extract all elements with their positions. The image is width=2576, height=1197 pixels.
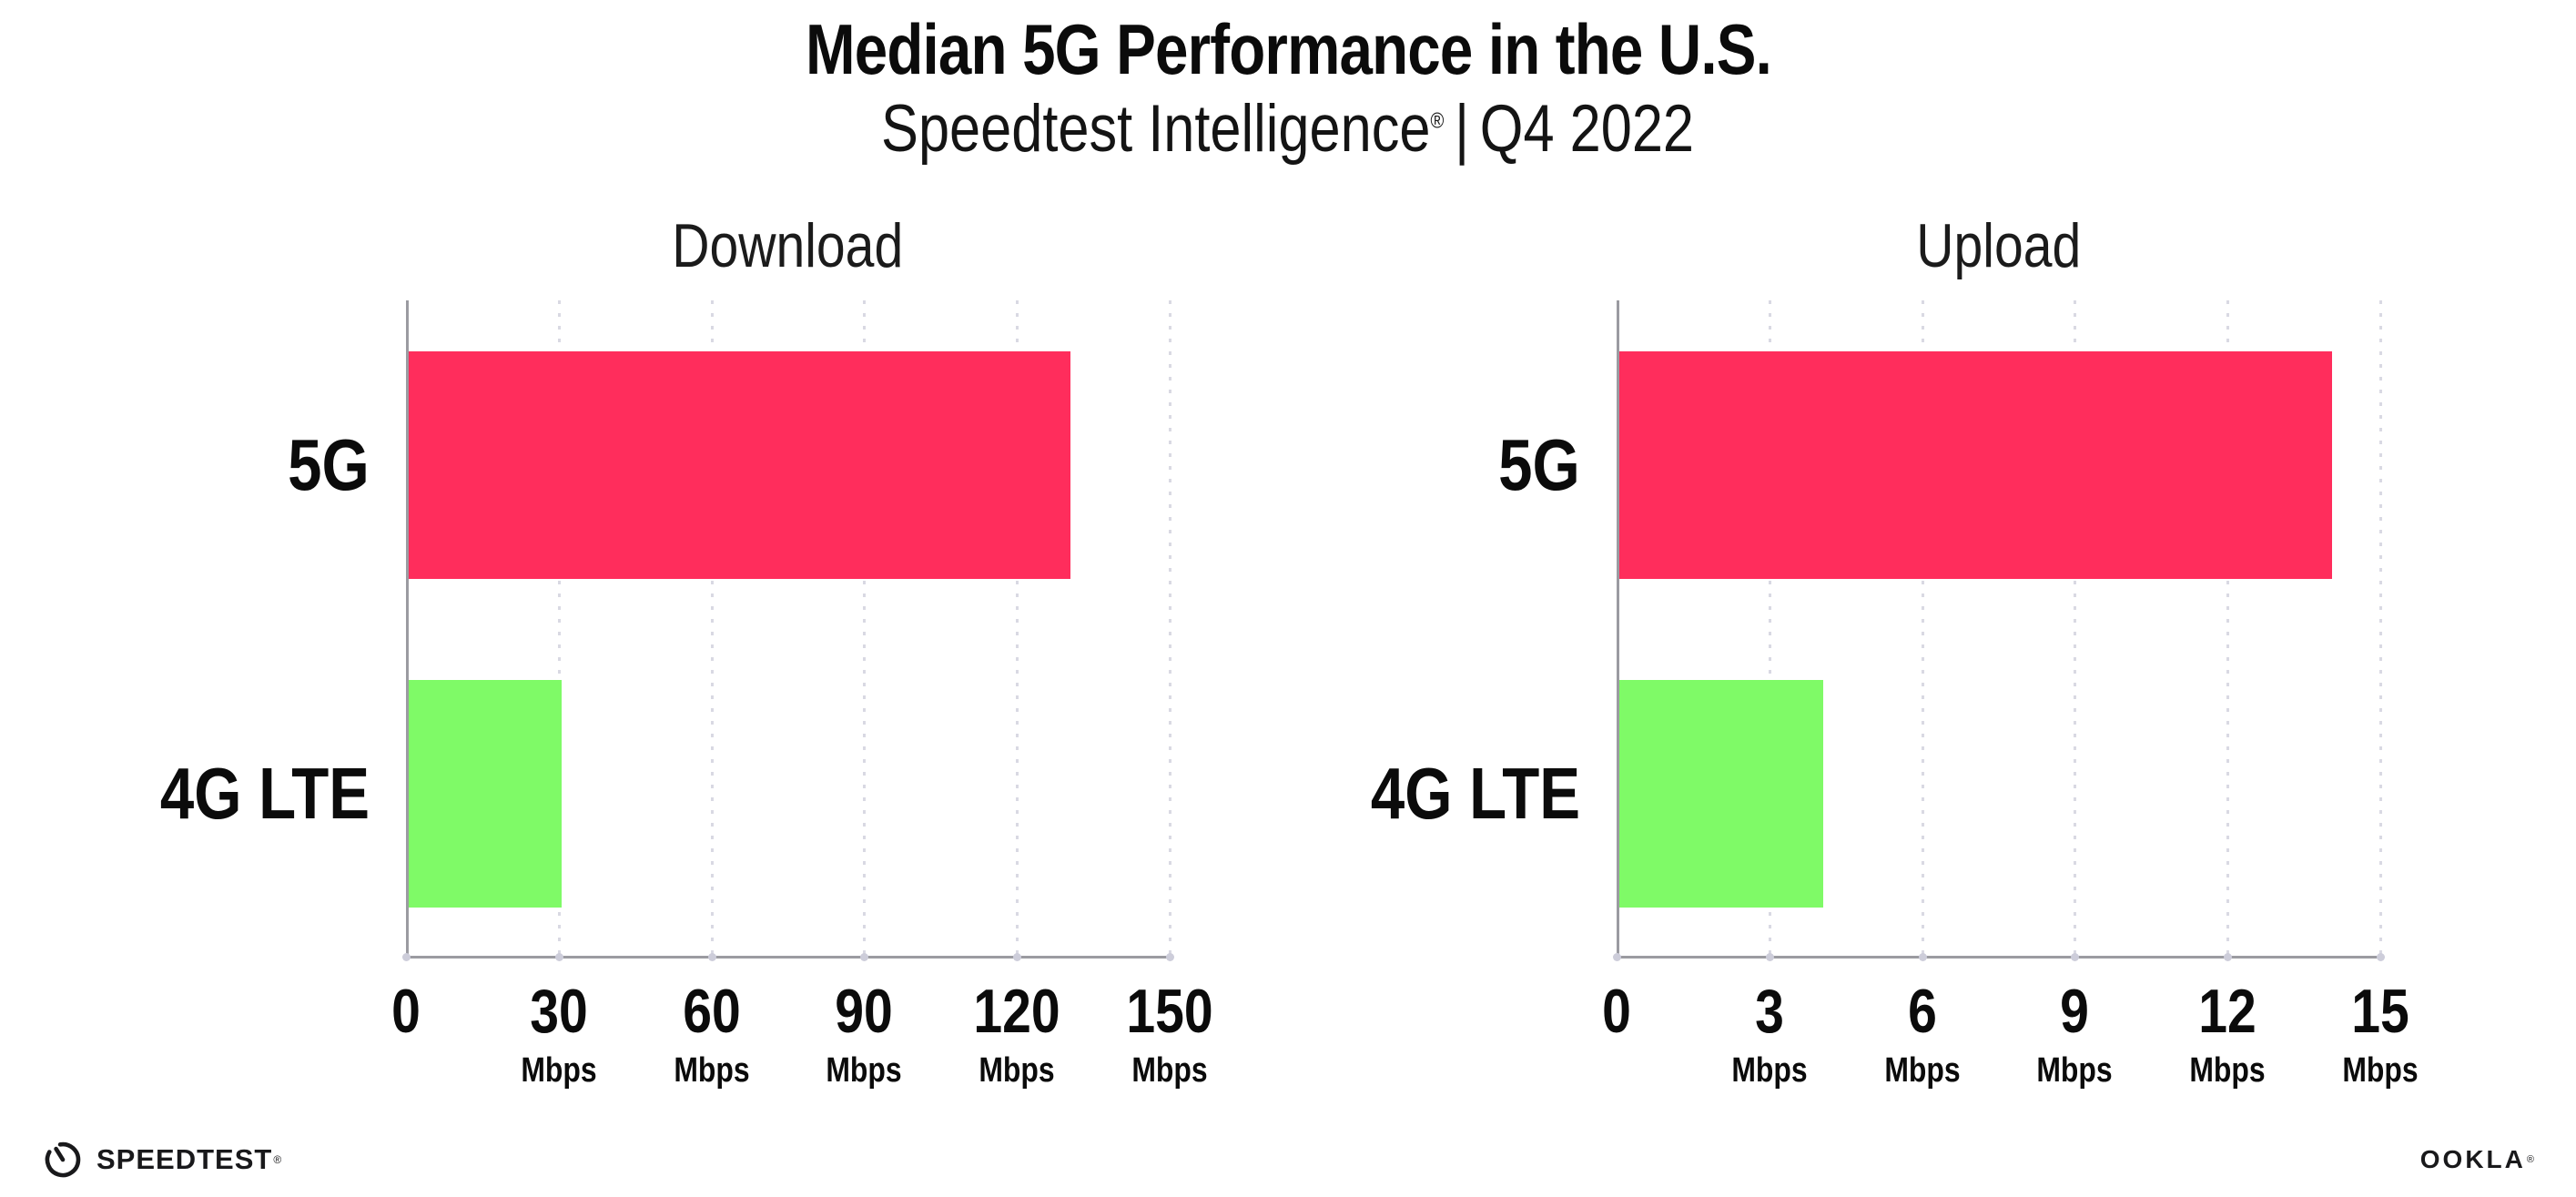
x-tick-label: 12 Mbps xyxy=(2145,980,2309,1088)
x-tick-unit: Mbps xyxy=(2189,1051,2266,1090)
x-tick-value: 15 xyxy=(2351,977,2409,1046)
axis-tick-dot xyxy=(1166,953,1174,961)
x-tick-label: 120 Mbps xyxy=(935,980,1099,1088)
x-tick-label: 9 Mbps xyxy=(1993,980,2156,1088)
x-tick-value: 120 xyxy=(973,977,1060,1046)
x-tick-label: 30 Mbps xyxy=(477,980,641,1088)
footer: SPEEDTEST® OOKLA® xyxy=(42,1127,2534,1192)
category-label-4g-lte: 4G LTE xyxy=(159,753,370,834)
x-tick-unit: Mbps xyxy=(1131,1051,1208,1090)
x-tick-label: 0 xyxy=(1535,980,1699,1042)
axis-tick-dot xyxy=(402,953,411,961)
x-tick-unit: Mbps xyxy=(673,1051,750,1090)
ookla-registered-mark: ® xyxy=(2526,1153,2534,1165)
bar-5g-upload xyxy=(1619,351,2333,579)
gridline xyxy=(2074,300,2077,959)
gridline xyxy=(1016,300,1019,959)
gridline xyxy=(710,300,714,959)
x-tick-value: 6 xyxy=(1907,977,1937,1046)
axis-tick-dot xyxy=(707,953,716,961)
speedtest-wordmark-text: SPEEDTEST xyxy=(96,1143,273,1175)
x-axis xyxy=(404,956,1171,959)
axis-tick-dot xyxy=(1013,953,1022,961)
x-tick-unit: Mbps xyxy=(826,1051,903,1090)
x-tick-label: 150 Mbps xyxy=(1088,980,1252,1088)
x-tick-unit: Mbps xyxy=(979,1051,1055,1090)
gridline xyxy=(1169,300,1171,959)
speedtest-logo: SPEEDTEST® xyxy=(42,1139,281,1181)
x-axis xyxy=(1615,956,2382,959)
axis-tick-dot xyxy=(2071,953,2080,961)
bar-4g-lte-upload xyxy=(1619,680,1823,908)
subtitle-product: Speedtest Intelligence xyxy=(881,92,1431,166)
upload-chart-title: Upload xyxy=(1617,215,2380,277)
x-tick-unit: Mbps xyxy=(1883,1051,1961,1090)
page-title: Median 5G Performance in the U.S. xyxy=(0,9,2576,89)
x-tick-value: 30 xyxy=(530,977,588,1046)
y-axis xyxy=(406,300,409,959)
x-tick-value: 9 xyxy=(2060,977,2090,1046)
gridline xyxy=(2226,300,2230,959)
upload-chart: Upload 5G 4G LTE 0 3 Mbps 6 Mbps 9 xyxy=(1371,215,2419,1088)
bar-4g-lte-download xyxy=(409,680,562,908)
category-label-4g-lte: 4G LTE xyxy=(1370,753,1580,834)
x-tick-label: 0 xyxy=(324,980,488,1042)
category-label-5g: 5G xyxy=(1498,424,1580,505)
subtitle-divider: | xyxy=(1455,92,1470,166)
gridline xyxy=(1921,300,1924,959)
x-tick-value: 12 xyxy=(2198,977,2257,1046)
x-tick-value: 0 xyxy=(1602,977,1631,1046)
x-tick-label: 15 Mbps xyxy=(2298,980,2462,1088)
upload-chart-title-text: Upload xyxy=(1915,211,2082,280)
x-tick-value: 3 xyxy=(1754,977,1784,1046)
page-subtitle: Speedtest Intelligence® | Q4 2022 xyxy=(0,92,2576,166)
bar-5g-download xyxy=(409,351,1071,579)
ookla-wordmark: OOKLA xyxy=(2419,1145,2526,1173)
download-chart: Download 5G 4G LTE 0 30 Mbps 60 Mbps xyxy=(160,215,1213,1088)
axis-tick-dot xyxy=(2377,953,2385,961)
gridline xyxy=(2379,300,2382,959)
gridline xyxy=(1768,300,1771,959)
x-tick-label: 3 Mbps xyxy=(1688,980,1851,1088)
x-tick-label: 60 Mbps xyxy=(630,980,794,1088)
x-tick-value: 0 xyxy=(391,977,421,1046)
subtitle-period: Q4 2022 xyxy=(1480,92,1695,166)
page-title-text: Median 5G Performance in the U.S. xyxy=(805,9,1772,89)
download-chart-title: Download xyxy=(406,215,1170,277)
axis-tick-dot xyxy=(1613,953,1621,961)
page-subtitle-text: Speedtest Intelligence® | Q4 2022 xyxy=(881,92,1695,166)
gridline xyxy=(557,300,561,959)
x-tick-unit: Mbps xyxy=(521,1051,597,1090)
axis-tick-dot xyxy=(2224,953,2233,961)
x-tick-unit: Mbps xyxy=(1731,1051,1808,1090)
ookla-logo: OOKLA® xyxy=(2420,1145,2534,1174)
x-tick-label: 6 Mbps xyxy=(1841,980,2004,1088)
x-tick-label: 90 Mbps xyxy=(782,980,946,1088)
y-axis xyxy=(1617,300,1619,959)
speedtest-wordmark: SPEEDTEST® xyxy=(96,1143,281,1176)
x-tick-value: 90 xyxy=(835,977,894,1046)
axis-tick-dot xyxy=(554,953,563,961)
x-tick-value: 60 xyxy=(682,977,741,1046)
x-tick-value: 150 xyxy=(1126,977,1213,1046)
x-tick-unit: Mbps xyxy=(2036,1051,2114,1090)
axis-tick-dot xyxy=(1765,953,1774,961)
category-label-5g: 5G xyxy=(288,424,370,505)
axis-tick-dot xyxy=(860,953,869,961)
axis-tick-dot xyxy=(1918,953,1927,961)
gridline xyxy=(863,300,867,959)
registered-mark: ® xyxy=(1430,108,1445,134)
download-chart-title-text: Download xyxy=(672,211,904,280)
x-tick-unit: Mbps xyxy=(2342,1051,2419,1090)
speedtest-gauge-icon xyxy=(45,1141,81,1178)
speedtest-registered-mark: ® xyxy=(273,1152,282,1166)
